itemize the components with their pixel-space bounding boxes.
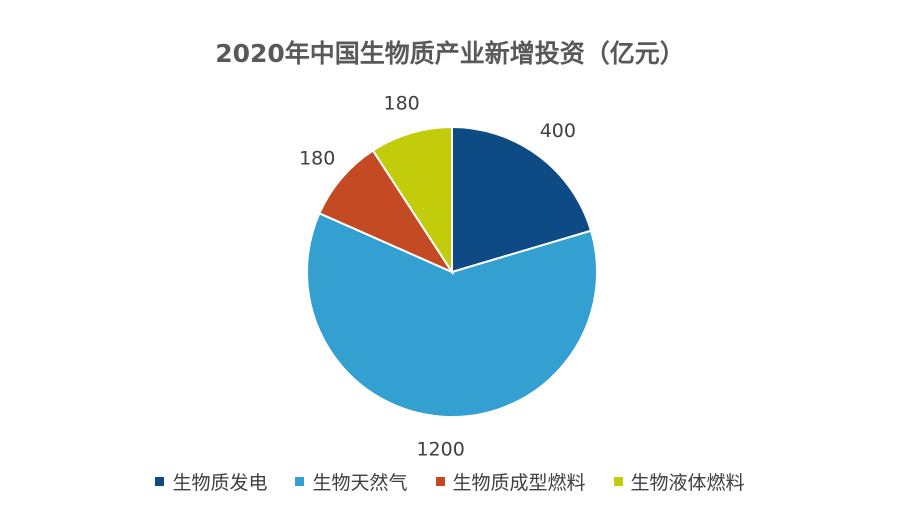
legend-item-gas: 生物天然气 (295, 468, 408, 495)
legend-label-liquid: 生物液体燃料 (630, 472, 745, 494)
data-label-2: 180 (299, 147, 335, 169)
legend-item-pellet: 生物质成型燃料 (435, 468, 586, 495)
pie-slice-1 (306, 211, 598, 418)
chart-title: 2020年中国生物质产业新增投资（亿元） (215, 39, 685, 68)
legend-swatch-liquid (613, 477, 623, 486)
data-label-0: 400 (540, 120, 576, 142)
legend-label-gas: 生物天然气 (312, 472, 408, 494)
pie-slice-0 (451, 125, 593, 274)
data-label-3: 180 (384, 92, 420, 114)
legend-item-power: 生物质发电 (155, 468, 267, 495)
pie-slice-2 (318, 149, 455, 275)
data-label-1: 1200 (416, 439, 464, 461)
legend-item-liquid: 生物液体燃料 (613, 468, 745, 495)
legend-swatch-power (155, 477, 165, 486)
legend-label-pellet: 生物质成型燃料 (452, 472, 586, 494)
legend: 生物质发电 生物天然气 生物质成型燃料 生物液体燃料 (0, 468, 900, 495)
legend-swatch-pellet (435, 477, 445, 486)
legend-label-power: 生物质发电 (172, 472, 268, 494)
pie-slice-3 (371, 125, 453, 276)
legend-swatch-gas (295, 477, 305, 486)
